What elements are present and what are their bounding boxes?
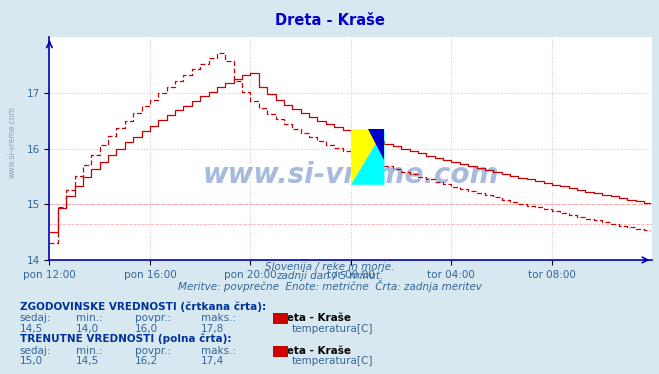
Text: Dreta - Kraše: Dreta - Kraše bbox=[273, 346, 351, 356]
Text: Dreta - Kraše: Dreta - Kraše bbox=[275, 13, 384, 28]
Text: temperatura[C]: temperatura[C] bbox=[292, 356, 374, 366]
Polygon shape bbox=[368, 129, 384, 160]
Text: sedaj:: sedaj: bbox=[20, 313, 51, 323]
Polygon shape bbox=[351, 129, 384, 185]
Text: temperatura[C]: temperatura[C] bbox=[292, 324, 374, 334]
Text: 17,4: 17,4 bbox=[201, 356, 224, 366]
Text: povpr.:: povpr.: bbox=[135, 346, 171, 356]
Polygon shape bbox=[351, 129, 384, 185]
Text: maks.:: maks.: bbox=[201, 313, 236, 323]
Text: maks.:: maks.: bbox=[201, 346, 236, 356]
Text: 14,5: 14,5 bbox=[76, 356, 99, 366]
Text: 16,2: 16,2 bbox=[135, 356, 158, 366]
Text: 14,0: 14,0 bbox=[76, 324, 99, 334]
Text: Slovenija / reke in morje.: Slovenija / reke in morje. bbox=[265, 262, 394, 272]
Text: 14,5: 14,5 bbox=[20, 324, 43, 334]
Text: 17,8: 17,8 bbox=[201, 324, 224, 334]
Text: TRENUTNE VREDNOSTI (polna črta):: TRENUTNE VREDNOSTI (polna črta): bbox=[20, 334, 231, 344]
Text: www.si-vreme.com: www.si-vreme.com bbox=[203, 161, 499, 189]
Text: ZGODOVINSKE VREDNOSTI (črtkana črta):: ZGODOVINSKE VREDNOSTI (črtkana črta): bbox=[20, 301, 266, 312]
Text: www.si-vreme.com: www.si-vreme.com bbox=[8, 106, 17, 178]
Text: 15,0: 15,0 bbox=[20, 356, 43, 366]
Text: zadnji dan / 5 minut.: zadnji dan / 5 minut. bbox=[276, 271, 383, 281]
Text: min.:: min.: bbox=[76, 313, 103, 323]
Text: Dreta - Kraše: Dreta - Kraše bbox=[273, 313, 351, 323]
Text: sedaj:: sedaj: bbox=[20, 346, 51, 356]
Text: min.:: min.: bbox=[76, 346, 103, 356]
Text: Meritve: povprečne  Enote: metrične  Črta: zadnja meritev: Meritve: povprečne Enote: metrične Črta:… bbox=[177, 280, 482, 292]
Text: povpr.:: povpr.: bbox=[135, 313, 171, 323]
Text: 16,0: 16,0 bbox=[135, 324, 158, 334]
